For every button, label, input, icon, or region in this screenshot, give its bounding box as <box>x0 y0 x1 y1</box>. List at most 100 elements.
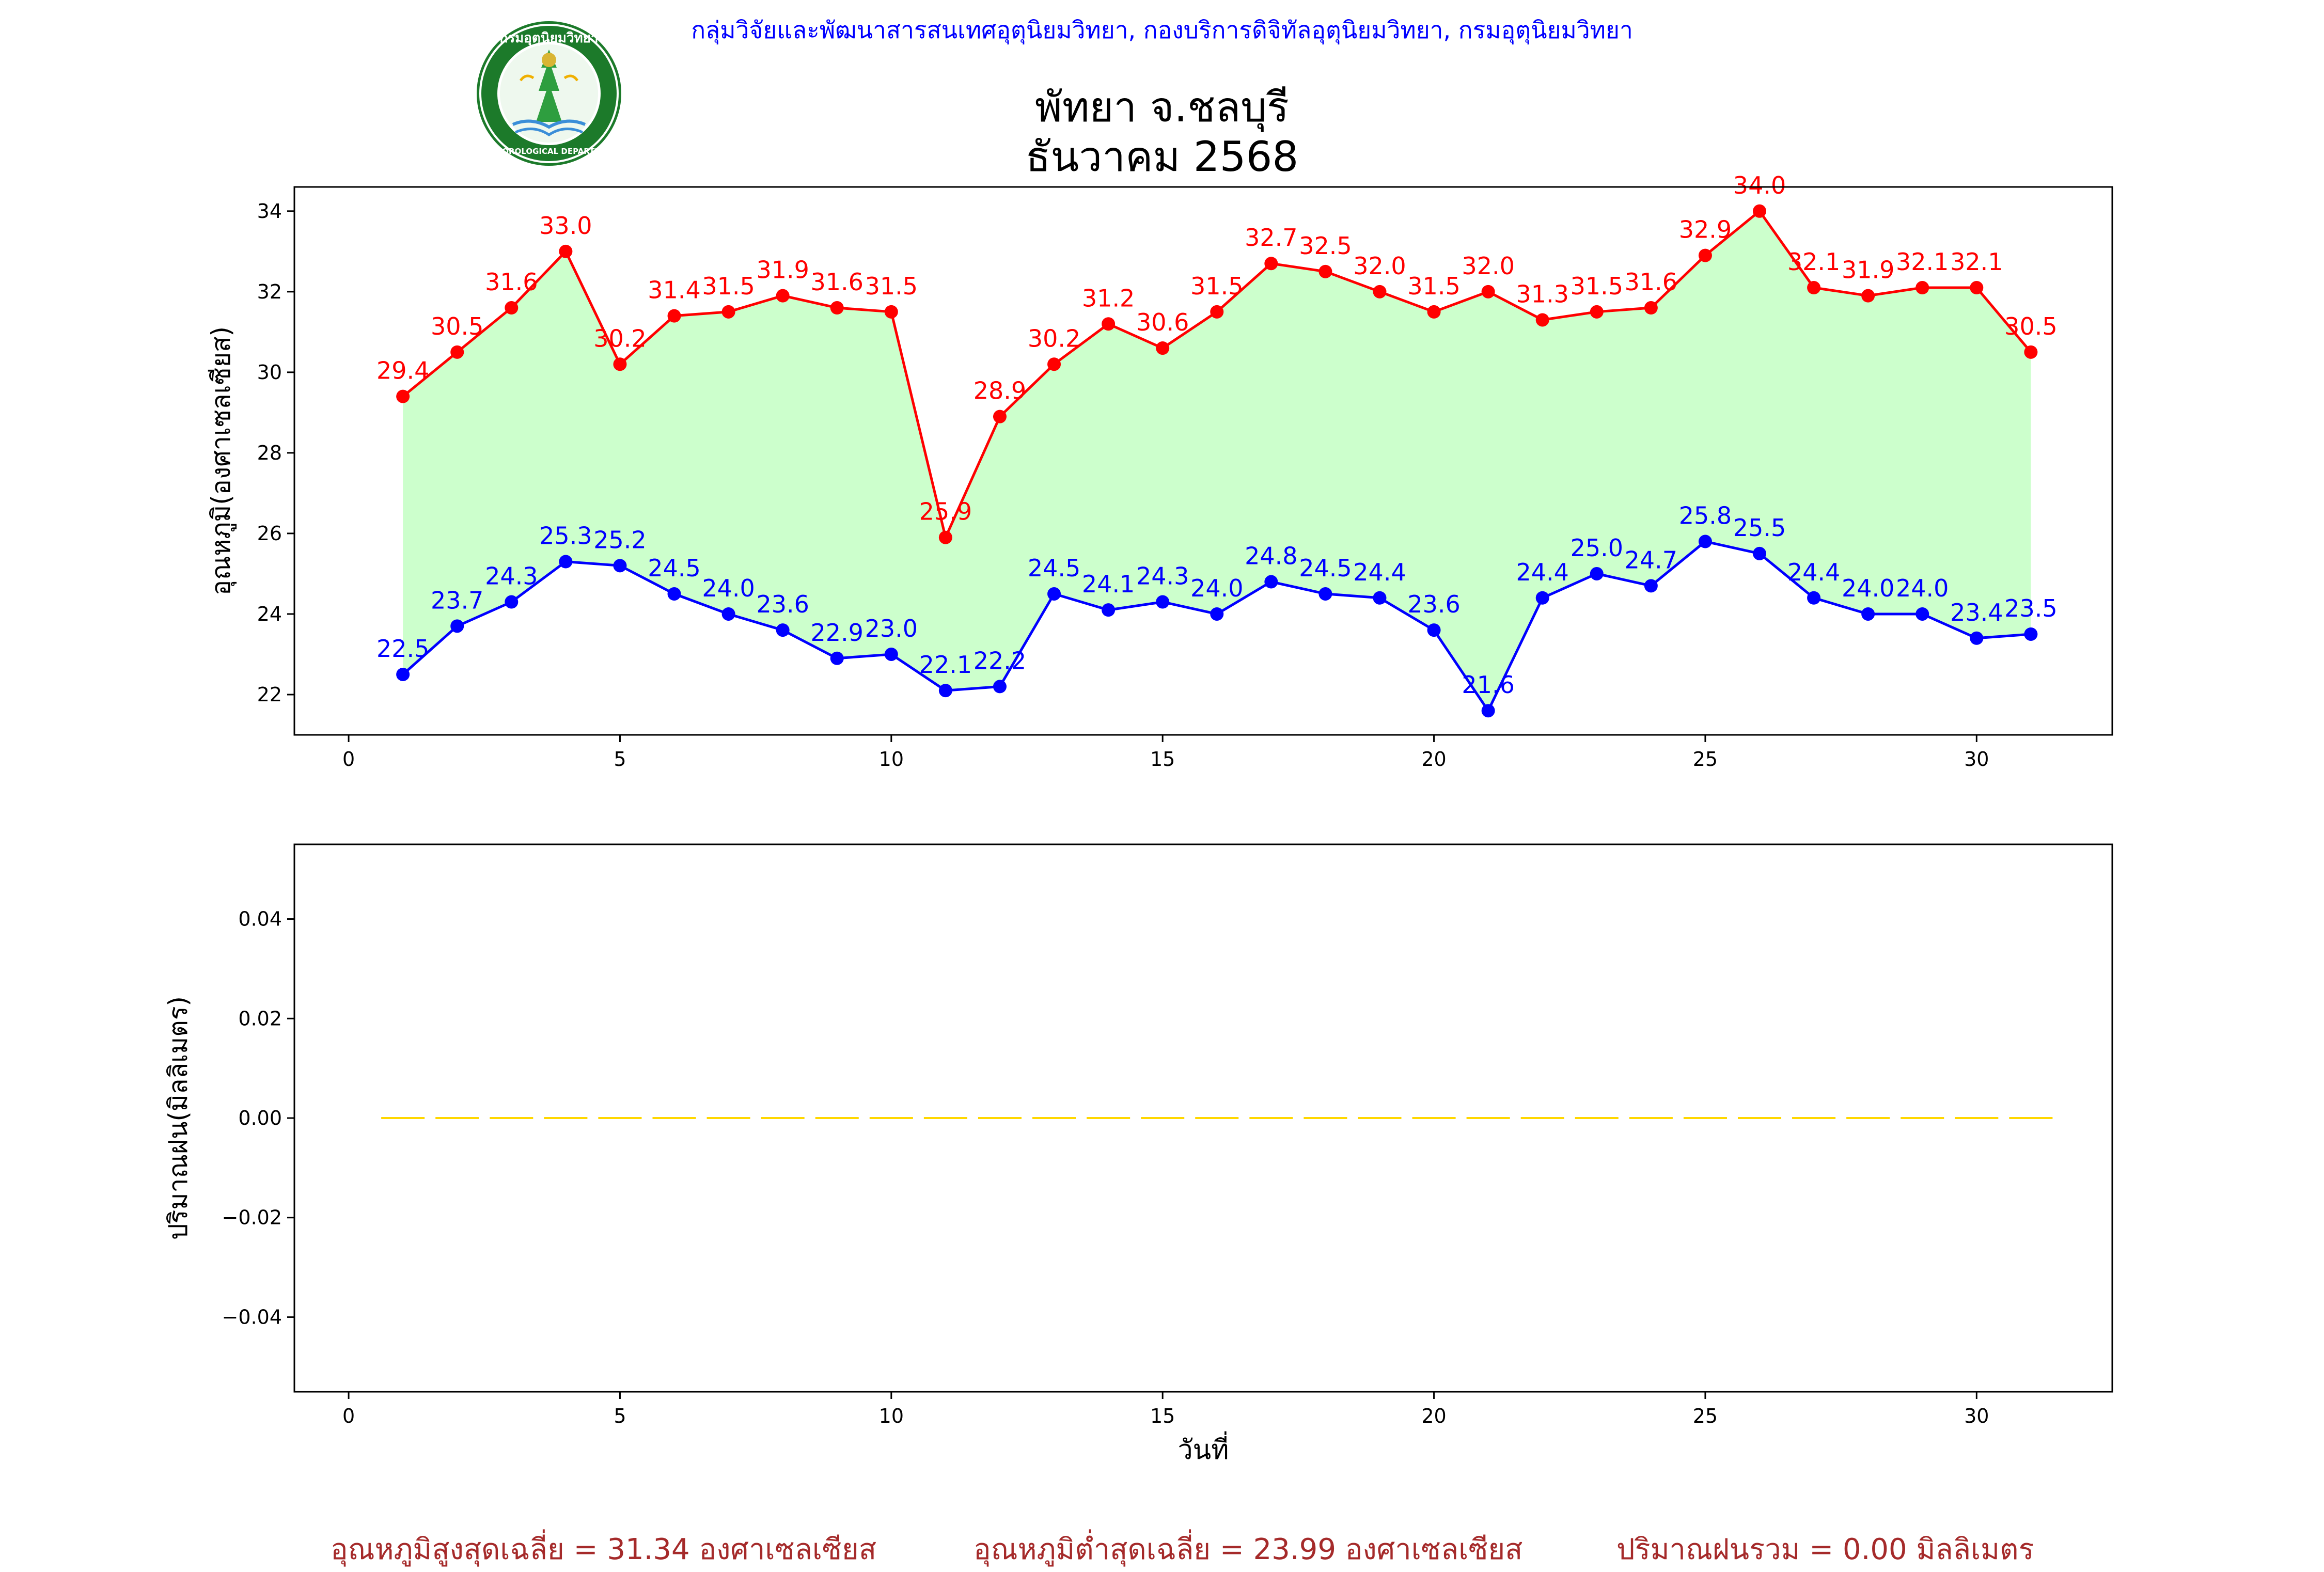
max-temp-point <box>1102 317 1116 331</box>
max-temp-point <box>1047 357 1061 371</box>
max-temp-data-label: 31.5 <box>1571 272 1623 300</box>
max-temp-data-label: 31.9 <box>756 256 809 284</box>
min-temp-point <box>1698 535 1712 548</box>
rain-ytick-label: −0.04 <box>222 1306 282 1328</box>
rain-xtick-label: 20 <box>1421 1405 1446 1427</box>
temp-plot-frame <box>293 186 2113 736</box>
max-temp-point <box>830 301 844 315</box>
max-temp-data-label: 31.5 <box>865 272 918 300</box>
min-temp-data-label: 22.2 <box>973 647 1026 674</box>
min-temp-data-label: 24.0 <box>1842 574 1894 602</box>
min-temp-point <box>1427 623 1441 637</box>
min-temp-point <box>1102 603 1116 617</box>
max-temp-data-label: 32.7 <box>1245 224 1297 251</box>
max-temp-point <box>1698 248 1712 262</box>
min-temp-data-label: 24.4 <box>1353 558 1406 586</box>
max-temp-data-label: 32.1 <box>1787 248 1840 276</box>
min-temp-data-label: 25.8 <box>1679 502 1732 530</box>
rain-xlabel: วันที่ <box>1177 1431 1229 1466</box>
max-temp-point <box>1807 281 1821 295</box>
chart-title: พัทยา จ.ชลบุรี ธันวาคม 2568 <box>0 83 2324 182</box>
max-temp-data-label: 34.0 <box>1733 171 1786 199</box>
min-temp-point <box>830 651 844 665</box>
min-temp-point <box>1156 595 1170 609</box>
min-temp-point <box>1970 631 1984 645</box>
temp-xtick-label: 25 <box>1693 748 1718 771</box>
max-temp-data-label: 32.5 <box>1299 232 1352 260</box>
max-temp-data-label: 32.1 <box>1950 248 2003 276</box>
max-temp-data-label: 30.2 <box>1028 324 1080 352</box>
chart-title-line1: พัทยา จ.ชลบุรี <box>1034 83 1290 131</box>
rain-xtick-label: 5 <box>614 1405 626 1427</box>
min-temp-data-label: 25.2 <box>593 526 646 554</box>
max-temp-point <box>938 530 952 544</box>
max-temp-point <box>1481 285 1495 298</box>
min-temp-data-label: 25.3 <box>539 522 592 550</box>
max-temp-point <box>396 389 410 403</box>
max-temp-point <box>1264 257 1278 271</box>
min-temp-data-label: 23.4 <box>1950 599 2003 626</box>
max-temp-point <box>721 305 735 319</box>
temp-ytick-label: 30 <box>257 361 282 384</box>
min-temp-data-label: 24.4 <box>1516 558 1569 586</box>
min-temp-point <box>938 684 952 698</box>
max-temp-data-label: 28.9 <box>973 377 1026 405</box>
max-temp-point <box>2024 345 2038 359</box>
min-temp-data-label: 24.0 <box>702 574 755 602</box>
min-temp-data-label: 24.3 <box>1136 562 1189 590</box>
logo-text-bottom: METEOROLOGICAL DEPARTMENT <box>479 147 620 156</box>
min-temp-data-label: 24.0 <box>1190 574 1243 602</box>
min-temp-data-label: 21.6 <box>1462 671 1514 699</box>
max-temp-data-label: 31.3 <box>1516 280 1569 308</box>
min-temp-point <box>613 559 627 573</box>
max-temp-data-label: 31.9 <box>1842 256 1894 284</box>
max-temp-data-label: 31.5 <box>1407 272 1460 300</box>
max-temp-data-label: 31.6 <box>485 268 538 296</box>
department-logo: กรมอุตุนิยมวิทยา METEOROLOGICAL DEPARTME… <box>477 21 621 166</box>
min-temp-point <box>1210 607 1224 621</box>
min-temp-data-label: 24.5 <box>1299 554 1352 582</box>
max-temp-point <box>1590 305 1604 319</box>
rain-ylabel: ปริมาณฝน(มิลลิเมตร) <box>163 996 193 1240</box>
rainfall-panel: 0 5 10 15 20 25 30 0.04 0.02 0.00 −0.02 −0.04 ปริมาณ… <box>163 843 2113 1466</box>
temp-range-fill <box>403 211 2031 711</box>
temp-ytick-label: 32 <box>257 280 282 303</box>
max-temp-data-label: 31.5 <box>1190 272 1243 300</box>
chart-title-line2: ธันวาคม 2568 <box>1025 133 1299 181</box>
temp-ylabel: อุณหภูมิ(องศาเซลเซียส) <box>206 326 237 595</box>
rain-ytick-label: 0.00 <box>238 1107 282 1129</box>
max-temp-point <box>1427 305 1441 319</box>
temp-ytick-label: 26 <box>257 522 282 545</box>
temp-ytick-label: 28 <box>257 442 282 464</box>
temp-xtick-label: 20 <box>1421 748 1446 771</box>
rain-xtick-label: 25 <box>1693 1405 1718 1427</box>
temp-ytick-label: 24 <box>257 603 282 625</box>
min-temp-data-label: 24.4 <box>1787 558 1840 586</box>
max-temp-point <box>559 244 573 258</box>
min-temp-point <box>993 680 1007 694</box>
min-temp-point <box>1644 579 1658 593</box>
temp-xtick-label: 10 <box>879 748 904 771</box>
max-temp-data-label: 31.6 <box>1625 268 1677 296</box>
min-temp-data-label: 24.7 <box>1625 546 1677 574</box>
min-temp-point <box>1047 587 1061 601</box>
max-temp-point <box>505 301 519 315</box>
rain-ytick-label: 0.04 <box>238 908 282 931</box>
max-temp-data-label: 31.2 <box>1082 284 1135 312</box>
min-temp-data-label: 23.6 <box>756 590 809 618</box>
max-temp-data-label: 25.9 <box>919 498 972 526</box>
max-temp-data-label: 30.5 <box>431 312 483 340</box>
max-temp-point <box>1644 301 1658 315</box>
rain-ytick-label: −0.02 <box>222 1206 282 1229</box>
min-temp-data-label: 23.0 <box>865 615 918 642</box>
max-temp-data-label: 33.0 <box>539 212 592 240</box>
min-temp-data-label: 25.0 <box>1571 534 1623 562</box>
rain-plot-frame <box>293 843 2113 1393</box>
max-temp-data-label: 32.1 <box>1896 248 1949 276</box>
max-temp-data-label: 32.9 <box>1679 216 1732 244</box>
temp-xtick-label: 5 <box>614 748 626 771</box>
min-temp-point <box>559 555 573 569</box>
min-temp-data-label: 24.0 <box>1896 574 1949 602</box>
max-temp-data-label: 31.5 <box>702 272 755 300</box>
max-temp-point <box>1915 281 1929 295</box>
